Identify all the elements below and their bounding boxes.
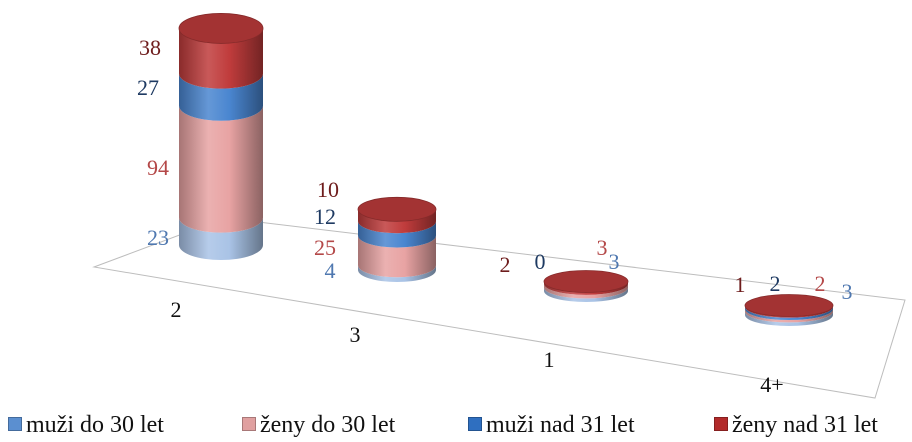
legend-swatch [8,417,22,431]
data-label: 3 [609,249,620,274]
data-label: 38 [139,35,161,60]
data-label: 12 [314,204,336,229]
x-tick-label: 4+ [760,372,783,397]
legend-label: ženy do 30 let [260,412,396,438]
legend-item-zeny-do-30: ženy do 30 let [242,412,395,439]
bar-segment [179,217,263,260]
data-label: 27 [137,75,159,100]
legend-swatch [714,417,728,431]
x-tick-labels: 2 3 1 4+ [171,297,784,397]
bar-segment [358,209,436,234]
data-label: 4 [325,258,336,283]
bars-layer [178,13,834,326]
cylinder-4+ [744,294,834,326]
cylinder-3 [357,196,437,282]
data-label: 0 [535,249,546,274]
data-label: 2 [770,271,781,296]
legend-swatch [242,417,256,431]
data-label: 3 [597,235,608,260]
bar-segment [544,287,628,302]
bar-segment [358,235,436,278]
bar-segment [179,105,263,233]
data-label: 94 [147,155,169,180]
x-tick-label: 1 [544,347,555,372]
data-label: 2 [500,252,511,277]
data-label: 2 [815,271,826,296]
bar-segment [745,311,833,326]
bar-segment [179,73,263,121]
data-label: 25 [314,235,336,260]
data-label: 10 [317,177,339,202]
cylinder-top-cap [543,270,629,293]
cylinder-1 [543,270,629,302]
legend-item-muzi-nad-31: muži nad 31 let [468,412,635,439]
bar-segment [745,306,833,321]
data-label: 23 [147,225,169,250]
legend-item-muzi-do-30: muži do 30 let [8,412,164,439]
cylinder-top-cap [357,196,437,222]
bar-segment [745,309,833,323]
bar-segment [358,265,436,282]
legend: muži do 30 let ženy do 30 let muži nad 3… [0,412,912,442]
legend-label: muži nad 31 let [486,412,635,438]
legend-swatch [468,417,482,431]
data-label: 1 [735,272,746,297]
cylinder-top-cap [744,294,834,317]
bar-segment [179,28,263,89]
legend-label: muži do 30 let [26,412,164,438]
data-label: 3 [842,279,853,304]
legend-label: ženy nad 31 let [732,412,878,438]
cylinder-top-cap [178,13,264,44]
bar-segment [544,281,628,295]
bar-segment [358,221,436,248]
x-tick-label: 2 [171,297,182,322]
cylinder-2 [178,13,264,260]
legend-item-zeny-nad-31: ženy nad 31 let [714,412,878,439]
bar-segment [544,283,628,299]
x-tick-label: 3 [350,322,361,347]
